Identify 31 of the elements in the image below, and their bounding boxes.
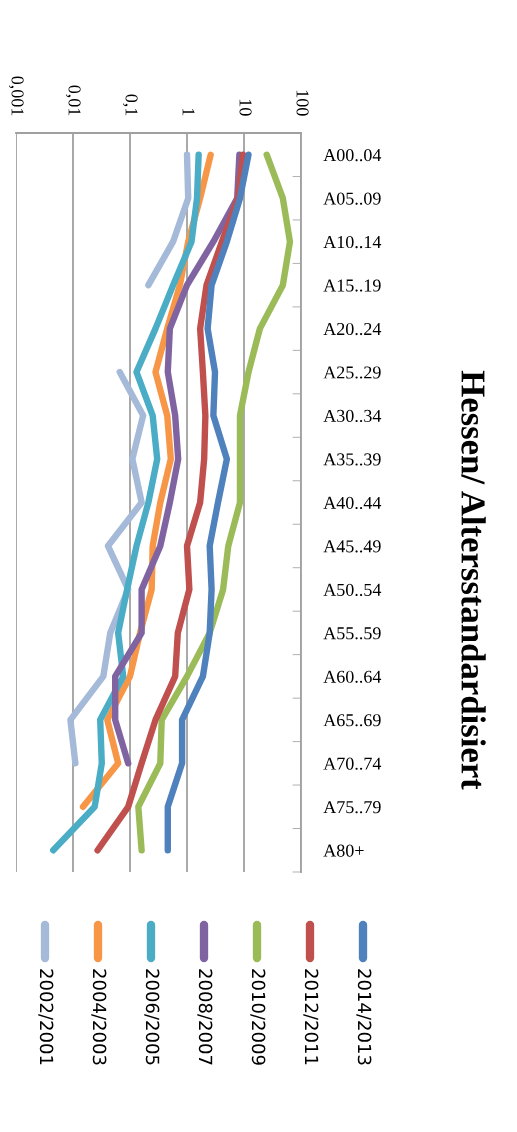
y-tick-label: A45..49: [323, 540, 381, 553]
y-tick-label: A75..79: [323, 801, 381, 814]
y-tick-label: A30..34: [323, 409, 382, 423]
y-tick-label: A20..24: [323, 322, 382, 336]
y-tick-label: A00..04: [323, 148, 382, 162]
y-tick-label: A05..09: [323, 192, 381, 205]
y-tick-label: A10..14: [323, 235, 382, 249]
legend-label: 2014/2013: [356, 969, 372, 1065]
x-tick-label: 0,01: [65, 85, 81, 116]
x-tick-label: 0,1: [122, 94, 138, 116]
y-tick-label: A80+: [323, 844, 364, 857]
legend-label: 2008/2007: [197, 969, 213, 1065]
x-tick-label: 10: [239, 99, 252, 116]
y-tick-label: A55..59: [323, 627, 381, 640]
y-tick-label: A70..74: [323, 757, 382, 770]
text: Hessen/ Altersstandardisiert: [461, 370, 486, 790]
x-tick-label: 100: [296, 90, 309, 116]
y-tick-label: A25..29: [323, 366, 381, 379]
x-tick-label: 1: [182, 108, 195, 116]
y-tick-label: A65..69: [323, 714, 381, 727]
y-tick-label: A60..64: [323, 670, 382, 683]
y-tick-label: A35..39: [323, 453, 381, 466]
legend-label: 2002/2001: [38, 969, 54, 1065]
y-tick-label: A15..19: [323, 279, 381, 292]
legend-label: 2010/2009: [250, 969, 266, 1065]
y-tick-label: A40..44: [323, 496, 382, 510]
legend-label: 2012/2011: [303, 969, 319, 1065]
legend-label: 2006/2005: [144, 969, 160, 1065]
x-tick-label: 0,001: [8, 76, 24, 116]
y-tick-label: A50..54: [323, 583, 382, 596]
legend-label: 2004/2003: [91, 969, 107, 1065]
